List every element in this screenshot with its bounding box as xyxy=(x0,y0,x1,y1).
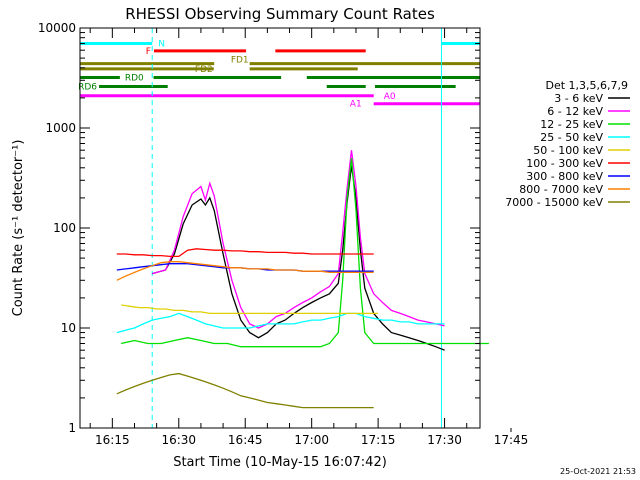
legend-label-6-12-kev: 6 - 12 keV xyxy=(547,105,603,118)
y-axis-label: Count Rate (s⁻¹ detector⁻¹) xyxy=(11,140,26,317)
y-tick-label: 10 xyxy=(61,321,76,335)
series-line-25-50-kev xyxy=(116,312,445,334)
y-tick-label: 100 xyxy=(53,221,76,235)
observing-state-bars: NF FD1 FD2 RD0 RD6 A0 A1 xyxy=(78,39,480,110)
legend-label-50-100-kev: 50 - 100 keV xyxy=(533,144,603,157)
series-line-50-100-kev xyxy=(121,304,379,315)
y-axis-ticks: 1 10 100 1000 10000 xyxy=(38,21,480,435)
y-tick-label: 1 xyxy=(68,421,76,435)
series-lines xyxy=(116,150,489,409)
x-tick-label: 17:30 xyxy=(427,433,462,447)
series-line-3-6-kev xyxy=(152,165,445,351)
x-tick-label: 17:45 xyxy=(494,433,529,447)
x-tick-label: 17:00 xyxy=(294,433,329,447)
series-line-7000-15000-kev xyxy=(116,372,374,409)
state-label-fd1: FD1 xyxy=(231,56,249,66)
state-label-a0: A0 xyxy=(384,92,396,102)
legend-label-3-6-kev: 3 - 6 keV xyxy=(554,92,603,105)
x-tick-label: 16:15 xyxy=(95,433,130,447)
legend-label-12-25-kev: 12 - 25 keV xyxy=(540,118,603,131)
state-label-f: F xyxy=(146,47,151,57)
series-line-800-7000-kev xyxy=(116,261,374,281)
state-label-rd0: RD0 xyxy=(125,73,144,83)
footer-timestamp: 25-Oct-2021 21:53 xyxy=(560,467,636,476)
y-tick-label: 10000 xyxy=(38,21,76,35)
x-axis-label: Start Time (10-May-15 16:07:42) xyxy=(173,455,387,470)
legend-title: Det 1,3,5,6,7,9 xyxy=(545,79,628,92)
series-line-6-12-kev xyxy=(152,150,445,329)
state-label-fd2: FD2 xyxy=(195,65,213,75)
x-tick-label: 17:15 xyxy=(361,433,396,447)
series-line-12-25-kev xyxy=(121,158,489,348)
x-axis-ticks: 16:15 16:30 16:45 17:00 17:15 17:30 17:45 xyxy=(89,28,529,447)
state-label-a1: A1 xyxy=(350,100,362,110)
legend-label-300-800-kev: 300 - 800 keV xyxy=(526,170,603,183)
legend-label-100-300-kev: 100 - 300 keV xyxy=(526,157,603,170)
state-label-n: N xyxy=(158,39,165,49)
x-tick-label: 16:45 xyxy=(228,433,263,447)
legend-label-7000-15000-kev: 7000 - 15000 keV xyxy=(505,196,603,209)
y-tick-label: 1000 xyxy=(45,121,76,135)
legend-label-800-7000-kev: 800 - 7000 keV xyxy=(519,183,603,196)
legend-label-25-50-kev: 25 - 50 keV xyxy=(540,131,603,144)
series-line-100-300-kev xyxy=(116,248,374,258)
chart-title: RHESSI Observing Summary Count Rates xyxy=(125,5,435,23)
state-label-rd6: RD6 xyxy=(78,83,97,93)
x-tick-label: 16:30 xyxy=(161,433,196,447)
